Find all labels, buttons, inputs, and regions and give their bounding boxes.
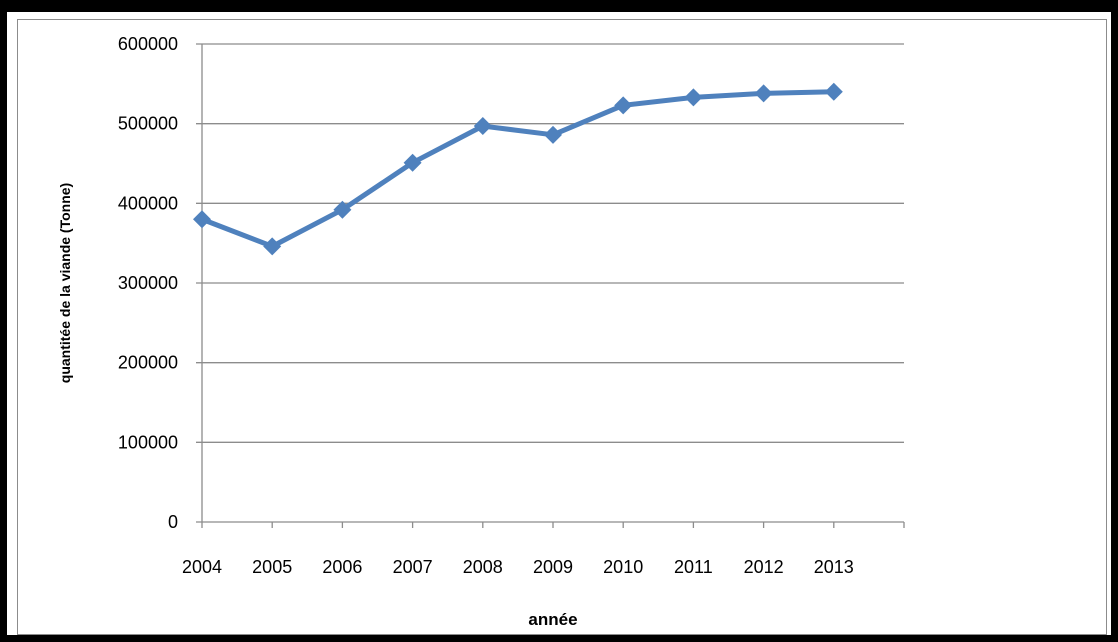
data-point-marker xyxy=(544,125,562,144)
data-point-marker xyxy=(614,96,633,115)
data-point-marker xyxy=(684,88,703,107)
x-tick-label: 2005 xyxy=(252,557,292,577)
y-tick-label: 200000 xyxy=(118,353,178,373)
y-tick-label: 300000 xyxy=(118,273,178,293)
x-tick-label: 2006 xyxy=(322,557,362,577)
y-tick-label: 0 xyxy=(168,512,178,532)
x-tick-label: 2009 xyxy=(533,557,573,577)
y-tick-label: 400000 xyxy=(118,193,178,213)
gridlines xyxy=(196,43,904,443)
series-group xyxy=(193,82,843,256)
x-tick-labels: 2004 2005 2006 2007 2008 2009 2010 2011 2012 2013 xyxy=(182,557,854,577)
series-line xyxy=(199,89,837,249)
data-point-marker xyxy=(263,237,282,256)
x-tick-label: 2007 xyxy=(393,557,433,577)
data-point-marker xyxy=(473,117,492,136)
chart-border xyxy=(17,19,1107,635)
x-tick-label: 2010 xyxy=(603,557,643,577)
y-tick-label: 600000 xyxy=(118,34,178,54)
y-tick-labels: 0 100000 200000 300000 400000 500000 600000 xyxy=(118,34,178,532)
x-tick-label: 2008 xyxy=(463,557,503,577)
x-ticks xyxy=(201,522,905,528)
x-tick-label: 2011 xyxy=(674,557,713,577)
x-axis-label: année xyxy=(528,610,577,629)
data-point-marker xyxy=(193,210,211,229)
axes xyxy=(196,44,904,523)
data-point-marker xyxy=(754,84,773,103)
x-tick-label: 2004 xyxy=(182,557,222,577)
x-tick-label: 2013 xyxy=(814,557,854,577)
data-point-marker xyxy=(403,153,422,172)
x-tick-label: 2012 xyxy=(744,557,784,577)
y-axis-label: quantitée de la viande (Tonne) xyxy=(57,183,73,383)
data-point-marker xyxy=(824,82,843,101)
y-tick-label: 100000 xyxy=(118,432,178,452)
data-point-marker xyxy=(333,200,352,219)
y-tick-label: 500000 xyxy=(118,114,178,134)
